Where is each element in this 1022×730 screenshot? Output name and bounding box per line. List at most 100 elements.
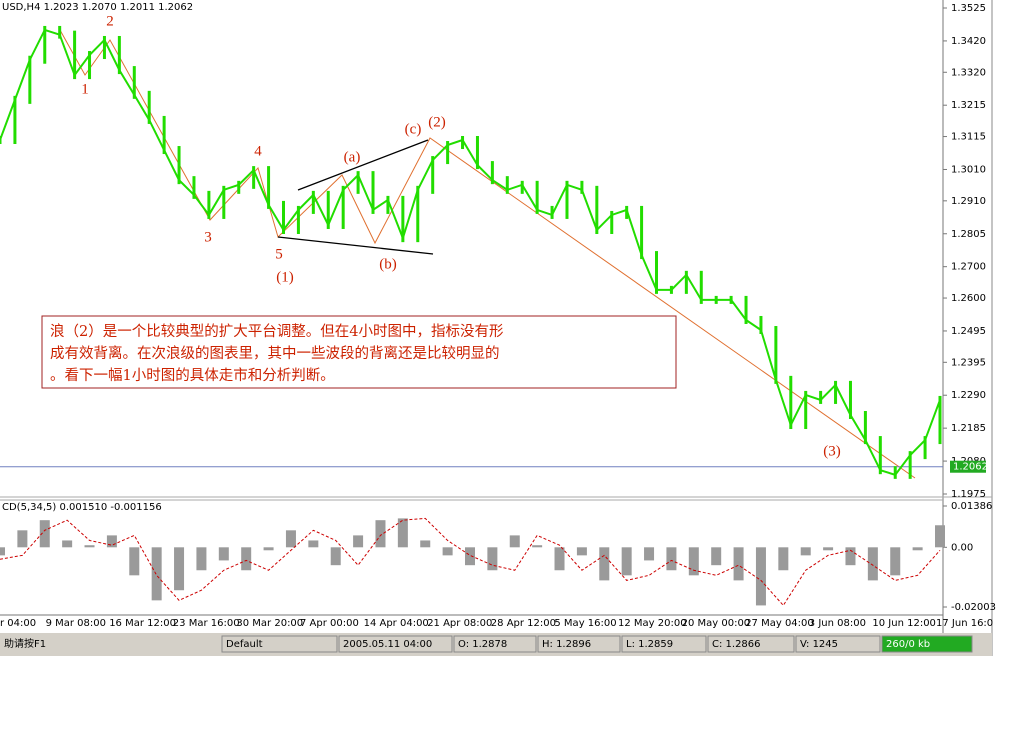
- y-tick-label: 1.2910: [951, 196, 986, 207]
- x-tick-label: 5 May 16:00: [554, 618, 616, 629]
- status-text: L: 1.2859: [626, 639, 673, 650]
- current-price-label: 1.2062: [953, 462, 988, 473]
- histogram-bar: [509, 535, 520, 548]
- x-tick-label: 10 Jun 12:00: [872, 618, 936, 629]
- histogram-bar: [397, 518, 408, 548]
- histogram-bar: [330, 547, 341, 566]
- status-text: 260/0 kb: [886, 639, 930, 650]
- x-tick-label: 16 Mar 12:00: [109, 618, 176, 629]
- status-cell: [221, 635, 338, 653]
- indicator-title: CD(5,34,5) 0.001510 -0.001156: [2, 502, 162, 513]
- status-text: 2005.05.11 04:00: [343, 639, 432, 650]
- wave-label: (a): [344, 149, 361, 165]
- histogram-bar: [353, 535, 364, 548]
- x-tick-label: 7 Apr 00:00: [300, 618, 359, 629]
- histogram-bar: [890, 547, 901, 576]
- note-line: 浪（2）是一个比较典型的扩大平台调整。但在4小时图中，指标没有形: [50, 322, 504, 340]
- wave-label: (c): [405, 121, 422, 137]
- histogram-bar: [263, 547, 274, 551]
- histogram-bar: [218, 547, 229, 561]
- histogram-bar: [733, 547, 744, 581]
- y-tick-label: 1.2805: [951, 229, 986, 240]
- histogram-bar: [823, 547, 834, 551]
- status-cell: [707, 635, 795, 653]
- x-tick-label: 14 Apr 04:00: [364, 618, 429, 629]
- histogram-bar: [62, 540, 73, 548]
- x-tick-label: 30 Mar 20:00: [236, 618, 303, 629]
- x-tick-label: 28 Apr 12:00: [491, 618, 556, 629]
- status-text: C: 1.2866: [712, 639, 761, 650]
- status-cell: [537, 635, 621, 653]
- y-tick-label: 1.3525: [951, 3, 986, 14]
- histogram-bar: [308, 540, 319, 548]
- histogram-bar: [129, 547, 140, 576]
- wave-label: 1: [81, 81, 89, 97]
- histogram-bar: [554, 547, 565, 571]
- y-tick-label: 1.2290: [951, 390, 986, 401]
- histogram-bar: [800, 547, 811, 556]
- histogram-bar: [17, 530, 28, 548]
- histogram-bar: [644, 547, 655, 561]
- y-tick-label: -0.02003: [951, 602, 996, 613]
- wave-label: (2): [428, 114, 446, 130]
- histogram-bar: [174, 547, 185, 591]
- status-text: V: 1245: [800, 639, 838, 650]
- histogram-bar: [151, 547, 162, 601]
- histogram-bar: [599, 547, 610, 581]
- status-cell: [881, 635, 973, 653]
- wave-label: 4: [254, 143, 262, 159]
- trend-line: [297, 139, 429, 191]
- x-tick-label: 20 May 00:00: [682, 618, 751, 629]
- status-cell: [453, 635, 537, 653]
- y-tick-label: 1.3215: [951, 100, 986, 111]
- y-tick-label: 0.00: [951, 542, 973, 553]
- histogram-bar: [666, 547, 677, 571]
- y-tick-label: 1.3010: [951, 164, 986, 175]
- histogram-bar: [487, 547, 498, 571]
- histogram-bar: [39, 520, 50, 548]
- wave-label: 5: [275, 246, 283, 262]
- histogram-bar: [241, 547, 252, 571]
- histogram-bar: [778, 547, 789, 571]
- histogram-bar: [465, 547, 475, 566]
- histogram-bar: [420, 540, 431, 548]
- current-price-tag: [950, 460, 986, 473]
- status-text: H: 1.2896: [542, 639, 591, 650]
- histogram-bar: [196, 547, 207, 571]
- x-tick-label: 23 Mar 16:00: [173, 618, 240, 629]
- y-tick-label: 0.01386: [951, 501, 992, 512]
- y-tick-label: 1.3420: [951, 36, 986, 47]
- histogram-bar: [285, 530, 296, 548]
- x-tick-label: 9 Mar 08:00: [46, 618, 106, 629]
- wave-label: 3: [204, 229, 212, 245]
- trend-line: [277, 236, 434, 255]
- histogram-bar: [867, 547, 878, 581]
- status-cell: [795, 635, 881, 653]
- note-box: [41, 315, 677, 389]
- status-cell: [621, 635, 707, 653]
- chart-title: USD,H4 1.2023 1.2070 1.2011 1.2062: [2, 2, 193, 13]
- histogram-bar: [375, 520, 386, 548]
- y-tick-label: 1.2600: [951, 293, 986, 304]
- histogram-bar: [442, 547, 453, 556]
- status-cell: [338, 635, 453, 653]
- wave-label: 2: [106, 13, 114, 29]
- wave-label: (b): [379, 256, 397, 272]
- histogram-bar: [912, 547, 923, 551]
- histogram-bar: [84, 545, 95, 548]
- x-tick-label: 17 Jun 16:0: [936, 618, 993, 629]
- histogram-bar: [688, 547, 699, 576]
- histogram-bar: [106, 535, 117, 548]
- note-line: 。看下一幅1小时图的具体走市和分析判断。: [50, 367, 335, 384]
- status-text: Default: [226, 639, 263, 650]
- x-tick-label: 21 Apr 08:00: [427, 618, 492, 629]
- y-tick-label: 1.1975: [951, 489, 986, 500]
- status-text: 助请按F1: [4, 637, 46, 650]
- y-tick-label: 1.3115: [951, 132, 986, 143]
- x-tick-label: 27 May 04:00: [745, 618, 814, 629]
- x-tick-label: 12 May 20:00: [618, 618, 687, 629]
- wave-label: (1): [276, 269, 294, 285]
- histogram-bar: [711, 547, 722, 566]
